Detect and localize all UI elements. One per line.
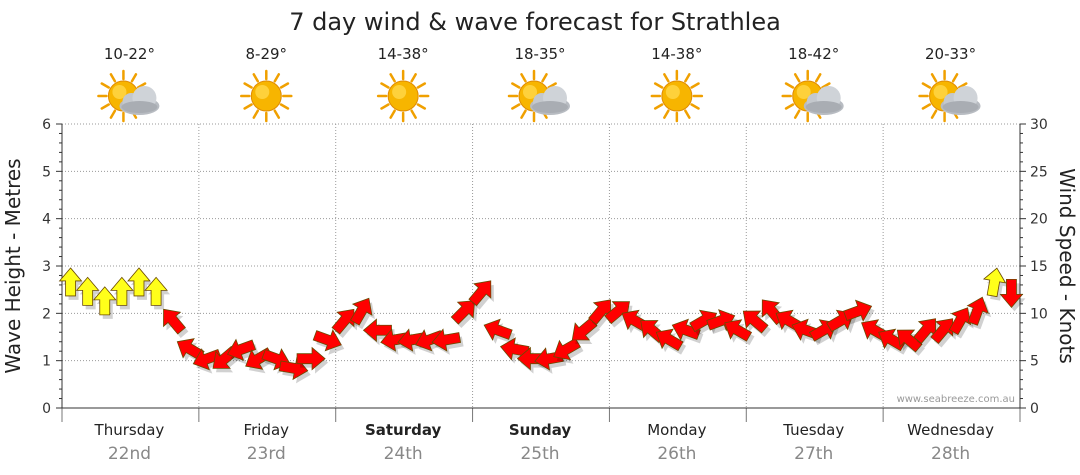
day-temperature: 18-35° (514, 45, 565, 63)
credit-text: www.seabreeze.com.au (897, 394, 1015, 405)
right-axis-title: Wind Speed - Knots (1055, 168, 1079, 364)
cloud-icon (803, 86, 844, 115)
day-name: Tuesday (782, 421, 844, 439)
wind-arrow (58, 267, 83, 297)
wind-arrow (742, 310, 769, 334)
day-name: Sunday (509, 421, 572, 439)
day-date: 27th (794, 444, 833, 464)
wind-arrow (192, 348, 222, 371)
wind-arrow (671, 318, 701, 341)
wind-arrow (999, 278, 1024, 309)
wind-arrow (655, 328, 684, 352)
wind-arrow (331, 308, 355, 335)
day-date: 23rd (247, 444, 286, 464)
wind-arrow (450, 300, 476, 325)
wind-arrows (58, 267, 1026, 384)
day-name: Friday (244, 421, 290, 439)
day-temperature: 8-29° (246, 45, 288, 63)
wind-arrow (553, 337, 581, 361)
day-date: 26th (657, 444, 696, 464)
left-tick-label: 2 (42, 306, 51, 322)
cloud-icon (530, 86, 570, 115)
left-tick-label: 0 (42, 401, 51, 417)
day-date: 28th (931, 444, 970, 464)
wind-arrow (163, 308, 186, 335)
wind-arrow (226, 338, 257, 361)
day-date: 25th (520, 444, 559, 464)
left-tick-label: 6 (42, 117, 51, 133)
day-name: Thursday (94, 421, 165, 439)
right-tick-label: 25 (1030, 164, 1048, 180)
left-tick-label: 4 (42, 212, 51, 228)
day-name: Monday (647, 421, 706, 439)
wind-arrow (724, 319, 753, 342)
wind-arrow (468, 280, 492, 307)
right-ticks: 0 5 10 15 20 25 30 (1020, 117, 1048, 417)
wind-arrow (296, 346, 326, 371)
day-temperature: 14-38° (378, 45, 429, 63)
wind-arrow (878, 328, 907, 352)
day-temperature: 14-38° (651, 45, 702, 63)
wind-arrow (896, 329, 923, 353)
wind-arrow (127, 267, 151, 297)
left-ticks: 0 1 2 3 4 5 6 (42, 117, 62, 417)
wind-arrow (966, 296, 989, 326)
weather-row: 10-22° 8-29° 14-38° 18-35° 14-38° 18-42° 20-33… (97, 45, 981, 123)
wind-arrow (92, 286, 117, 316)
wind-arrow (110, 276, 134, 306)
cloud-icon (119, 86, 160, 115)
grid-lines (61, 123, 1021, 422)
wind-arrow (843, 299, 873, 322)
wind-arrow (349, 297, 373, 326)
left-axis-title: Wave Height - Metres (1, 158, 25, 373)
wind-arrow (930, 318, 954, 345)
wind-arrow (483, 318, 513, 341)
wind-arrow (948, 307, 972, 336)
wind-arrow (144, 276, 168, 306)
day-temperature: 20-33° (925, 45, 976, 63)
day-temperature: 18-42° (788, 45, 839, 63)
sun-icon (376, 69, 430, 123)
wind-arrow (431, 328, 462, 352)
day-labels: Thursday 22nd Friday 23rd Saturday 24th Sunday… (94, 421, 995, 464)
day-temperature: 10-22° (104, 45, 155, 63)
day-date: 22nd (108, 444, 151, 464)
right-tick-label: 30 (1030, 117, 1048, 133)
wind-arrow (75, 276, 100, 306)
right-tick-label: 15 (1030, 259, 1048, 275)
left-tick-label: 3 (42, 259, 51, 275)
wind-arrow (312, 329, 342, 352)
wind-arrow (982, 267, 1007, 298)
chart-title: 7 day wind & wave forecast for Strathlea (289, 8, 781, 36)
right-tick-label: 0 (1030, 401, 1039, 417)
left-tick-label: 5 (42, 164, 51, 180)
day-name: Saturday (365, 421, 442, 439)
left-tick-label: 1 (42, 354, 51, 370)
day-date: 24th (384, 444, 423, 464)
right-tick-label: 10 (1030, 306, 1048, 322)
right-tick-label: 20 (1030, 212, 1048, 228)
right-tick-label: 5 (1030, 354, 1039, 370)
day-name: Wednesday (907, 421, 994, 439)
sun-icon (650, 69, 704, 123)
cloud-icon (940, 86, 981, 115)
sun-icon (240, 69, 293, 123)
